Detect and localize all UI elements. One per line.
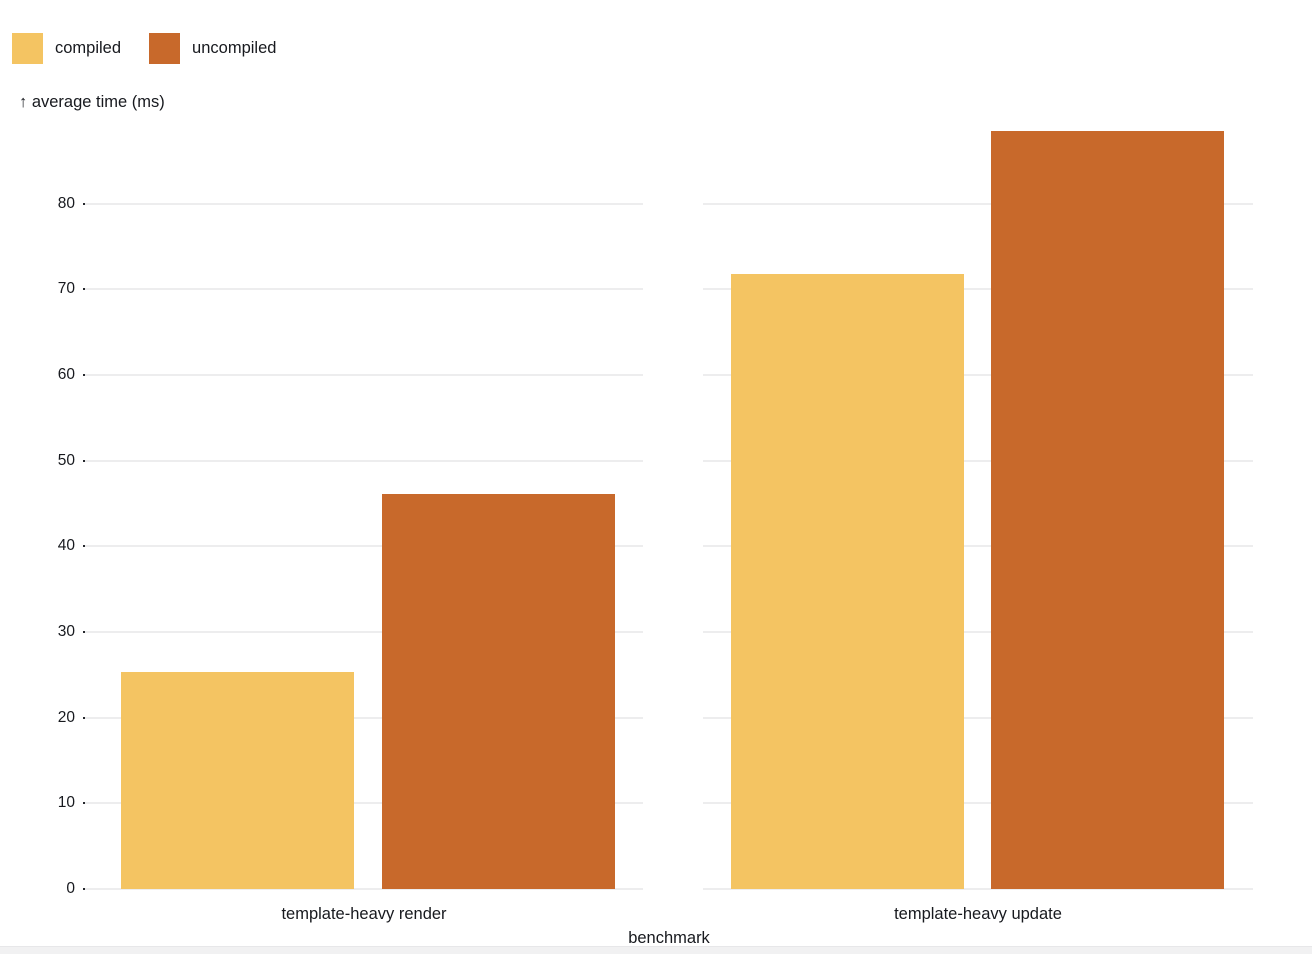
gridline-y-0 — [703, 888, 1253, 890]
facet-template-heavy render — [85, 0, 643, 954]
y-axis-title: ↑ average time (ms) — [19, 93, 165, 111]
x-axis-title: benchmark — [628, 929, 710, 947]
gridline-y-60 — [85, 373, 643, 376]
y-tick-label-60: 60 — [57, 365, 75, 383]
y-tick-label-30: 30 — [57, 622, 75, 640]
y-tick-label-20: 20 — [57, 708, 75, 726]
legend-item-compiled: compiled — [12, 33, 121, 64]
y-tick-label-0: 0 — [66, 880, 75, 897]
gridline-y-20 — [703, 716, 1253, 719]
gridline-y-70 — [85, 288, 643, 291]
gridline-y-10 — [85, 802, 643, 805]
gridline-y-40 — [85, 545, 643, 548]
x-category-label-0: template-heavy render — [281, 905, 447, 923]
legend-item-uncompiled: uncompiled — [149, 33, 276, 64]
gridline-y-50 — [703, 459, 1253, 462]
facet-template-heavy update — [703, 0, 1253, 954]
y-tick-label-50: 50 — [57, 451, 75, 469]
y-tick-label-70: 70 — [57, 280, 75, 298]
bar-uncompiled-template-heavy update — [991, 130, 1224, 889]
y-tick-label-40: 40 — [57, 537, 75, 555]
gridline-y-50 — [85, 459, 643, 462]
legend-label-uncompiled: uncompiled — [192, 39, 277, 57]
gridline-y-70 — [703, 288, 1253, 291]
bottom-scrollbar-strip — [0, 946, 1312, 954]
gridline-y-40 — [703, 545, 1253, 548]
gridline-y-80 — [703, 202, 1253, 205]
gridline-y-80 — [85, 202, 643, 205]
gridline-y-10 — [703, 802, 1253, 805]
bar-uncompiled-template-heavy render — [382, 493, 615, 889]
gridline-y-60 — [703, 373, 1253, 376]
bar-compiled-template-heavy update — [731, 273, 964, 889]
y-tick-label-10: 10 — [57, 794, 75, 812]
legend-label-compiled: compiled — [55, 39, 122, 57]
legend-swatch-compiled-icon — [12, 33, 43, 64]
x-category-label-1: template-heavy update — [894, 905, 1062, 923]
gridline-y-30 — [85, 630, 643, 633]
gridline-y-30 — [703, 630, 1253, 633]
legend: compiled uncompiled — [12, 33, 276, 64]
bar-compiled-template-heavy render — [121, 672, 354, 889]
y-tick-label-80: 80 — [57, 194, 75, 212]
gridline-y-0 — [85, 888, 643, 890]
gridline-y-20 — [85, 716, 643, 719]
legend-swatch-uncompiled-icon — [149, 33, 181, 64]
